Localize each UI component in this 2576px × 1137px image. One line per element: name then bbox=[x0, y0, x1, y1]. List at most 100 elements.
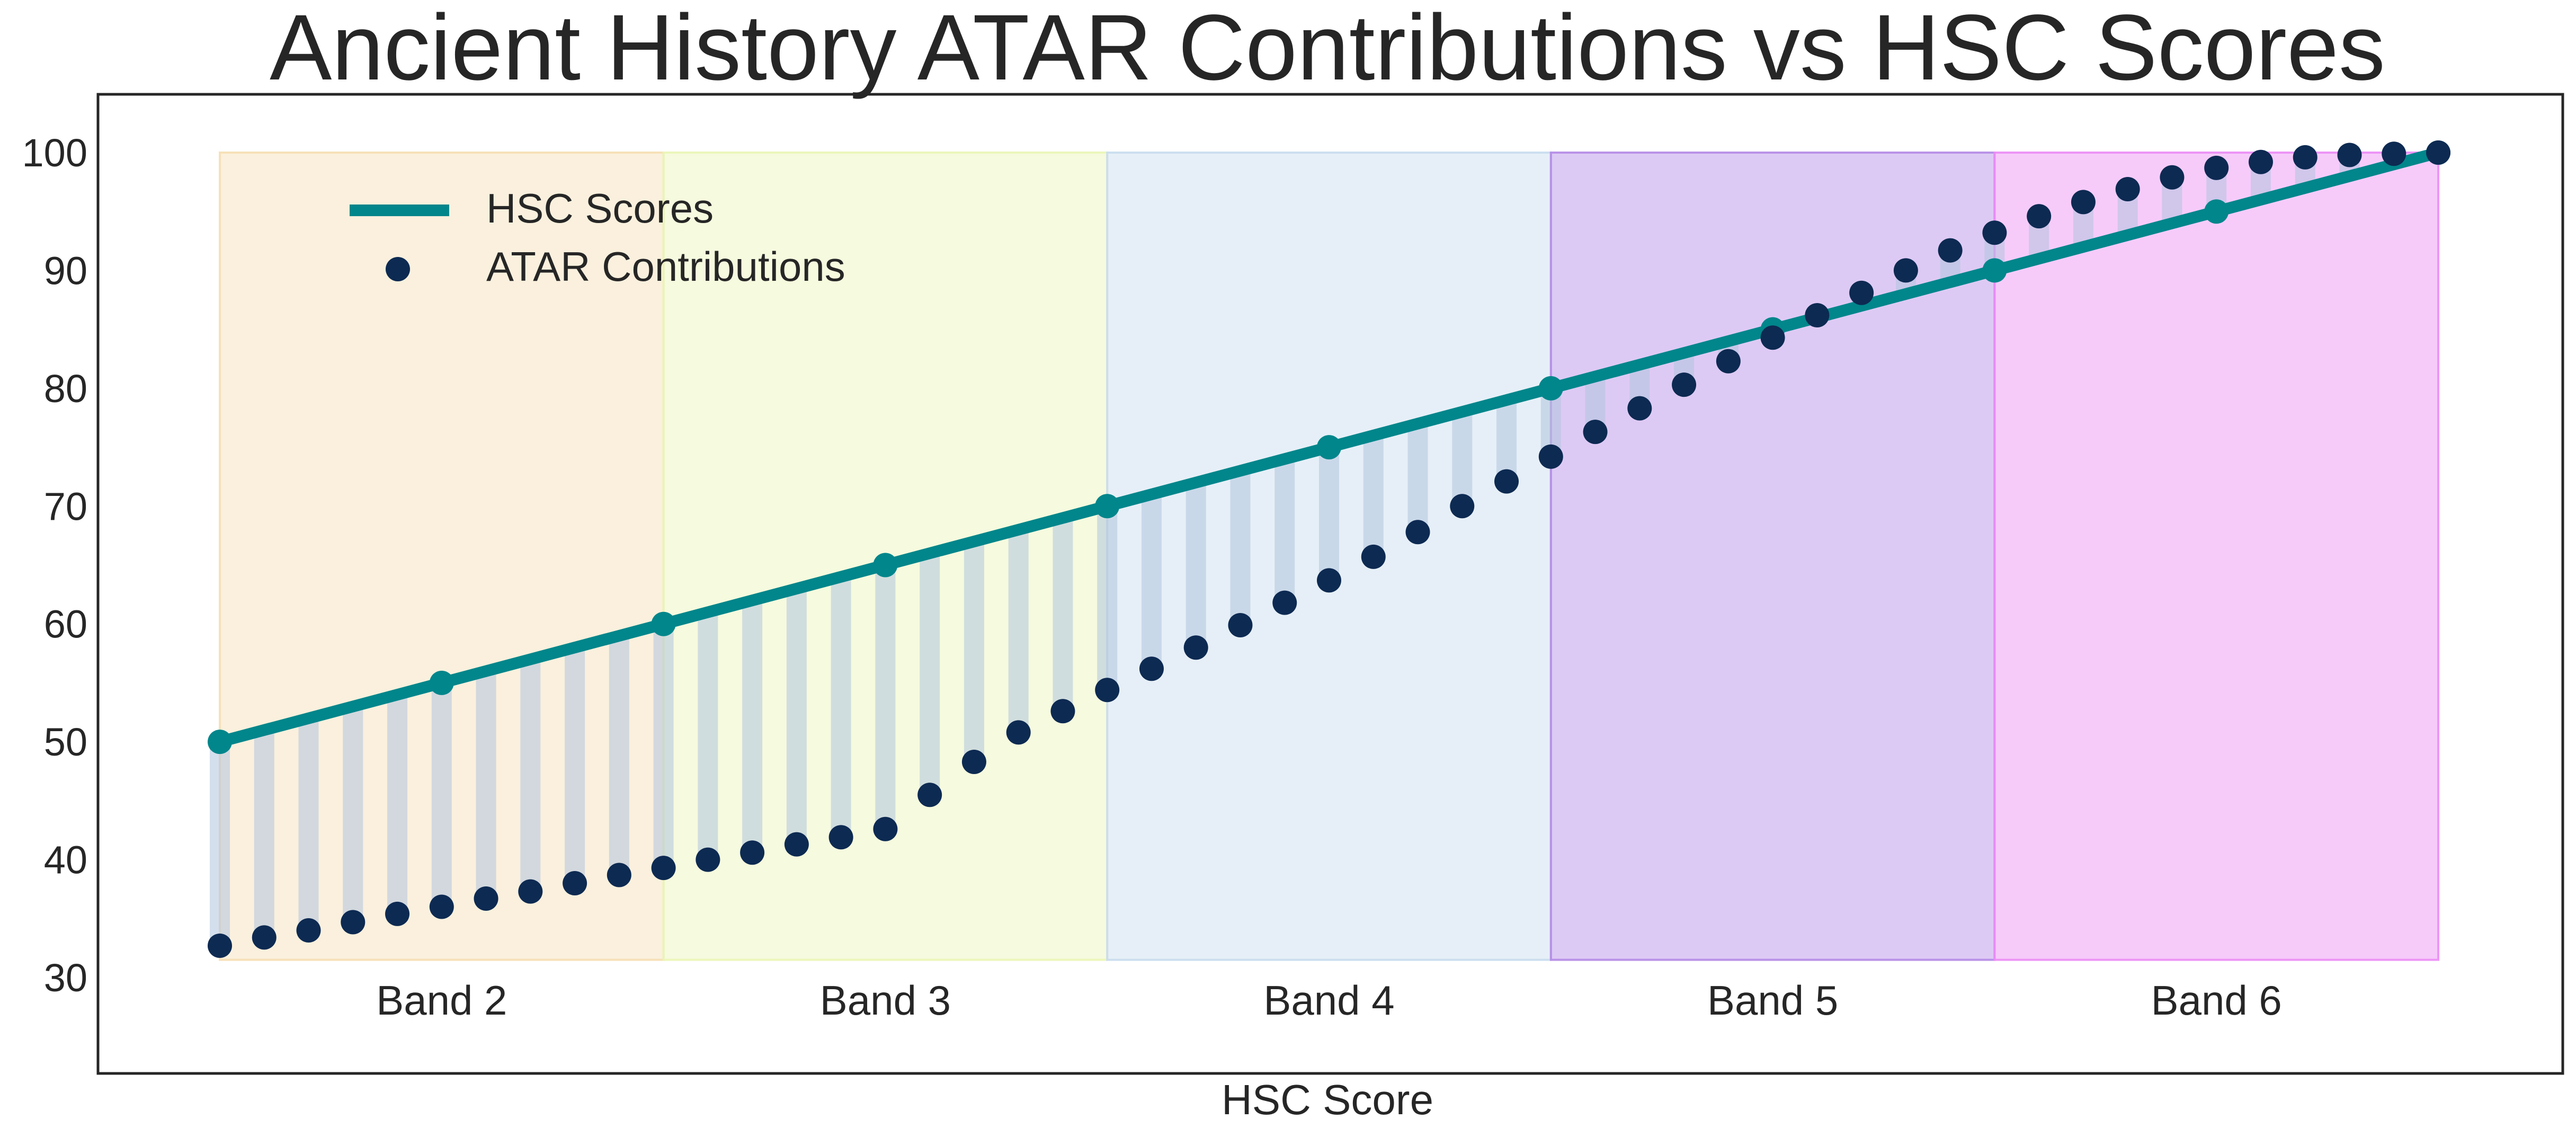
gap-connector bbox=[875, 565, 896, 829]
atar-contribution-point bbox=[1183, 635, 1208, 660]
atar-contribution-point bbox=[518, 879, 543, 904]
atar-contribution-point bbox=[1982, 220, 2007, 245]
atar-contribution-point bbox=[1450, 494, 1475, 519]
legend-label-hsc-scores: HSC Scores bbox=[486, 185, 714, 232]
band-label: Band 3 bbox=[820, 977, 951, 1024]
atar-contribution-point bbox=[1228, 612, 1253, 637]
plot-frame bbox=[96, 93, 2564, 1075]
atar-contribution-point bbox=[1538, 444, 1563, 469]
legend: HSC Scores ATAR Contributions bbox=[350, 185, 845, 290]
atar-contribution-point bbox=[828, 825, 853, 850]
atar-contribution-point bbox=[341, 910, 366, 935]
hsc-score-marker bbox=[1317, 435, 1341, 460]
atar-contribution-point bbox=[385, 901, 410, 926]
atar-contribution-point bbox=[1006, 720, 1031, 745]
gap-connector bbox=[786, 588, 807, 845]
atar-contribution-point bbox=[296, 918, 321, 943]
atar-contribution-point bbox=[1095, 678, 1120, 703]
atar-contribution-point bbox=[696, 847, 720, 872]
atar-contribution-point bbox=[2293, 145, 2317, 170]
hsc-score-marker bbox=[1982, 258, 2007, 283]
gap-connector bbox=[1274, 459, 1295, 603]
gap-connector bbox=[1452, 412, 1473, 507]
atar-contribution-point bbox=[252, 925, 277, 950]
y-tick-label: 90 bbox=[44, 248, 87, 292]
atar-contribution-point bbox=[1272, 590, 1297, 615]
plot-area: Band 2 Band 3 Band 4 Band 5 Band 6 bbox=[208, 140, 2450, 1024]
atar-contribution-point bbox=[917, 783, 942, 807]
legend-marker-swatch bbox=[386, 257, 410, 281]
atar-contribution-point bbox=[1760, 325, 1785, 350]
gap-connector bbox=[476, 671, 496, 899]
atar-contribution-point bbox=[2027, 204, 2052, 229]
gap-connector bbox=[653, 624, 674, 868]
atar-contribution-point bbox=[1849, 280, 1874, 305]
atar-contribution-point bbox=[1893, 258, 1918, 283]
x-axis-label: HSC Score bbox=[1222, 1076, 1433, 1123]
band-label: Band 4 bbox=[1263, 977, 1394, 1024]
gap-connector bbox=[1319, 447, 1339, 581]
gap-connector bbox=[964, 541, 984, 762]
atar-contribution-point bbox=[1361, 544, 1386, 569]
gap-connector bbox=[920, 553, 940, 795]
band-label: Band 5 bbox=[1707, 977, 1838, 1024]
atar-contribution-point bbox=[784, 832, 809, 857]
hsc-score-marker bbox=[429, 670, 454, 695]
gap-connector bbox=[210, 742, 230, 946]
gap-connector bbox=[698, 612, 718, 860]
atar-contribution-point bbox=[1405, 520, 1430, 545]
atar-contribution-point bbox=[1050, 699, 1075, 724]
atar-contribution-point bbox=[740, 840, 765, 865]
gap-connector bbox=[298, 718, 319, 931]
atar-contribution-point bbox=[2248, 149, 2273, 174]
atar-contribution-point bbox=[1716, 349, 1741, 374]
gap-connector bbox=[1186, 482, 1206, 648]
gap-connector bbox=[1230, 470, 1251, 625]
atar-contribution-point bbox=[1627, 396, 1652, 421]
gap-connector bbox=[609, 635, 629, 875]
y-tick-label: 60 bbox=[44, 602, 87, 646]
band-region-5 bbox=[1549, 152, 1996, 961]
gap-connector bbox=[1097, 506, 1118, 690]
gap-connector bbox=[254, 730, 274, 938]
gap-connector bbox=[1407, 423, 1428, 532]
hsc-score-marker bbox=[208, 730, 232, 754]
atar-contribution-point bbox=[1938, 238, 1963, 263]
atar-contribution-point bbox=[2204, 155, 2229, 180]
y-tick-label: 50 bbox=[44, 720, 87, 764]
atar-contribution-point bbox=[2071, 190, 2096, 215]
atar-contribution-point bbox=[563, 871, 587, 896]
atar-contribution-point bbox=[2337, 143, 2362, 167]
hsc-score-marker bbox=[1538, 376, 1563, 401]
atar-contribution-point bbox=[1805, 303, 1830, 327]
atar-contribution-point bbox=[1672, 372, 1697, 397]
y-axis-ticks: 30 40 50 60 70 80 90 100 bbox=[22, 131, 87, 1000]
gap-connector bbox=[742, 600, 763, 853]
gap-connector bbox=[387, 695, 408, 914]
y-tick-label: 70 bbox=[44, 484, 87, 528]
gap-connector bbox=[1363, 435, 1384, 557]
atar-contribution-point bbox=[2426, 140, 2450, 165]
atar-contribution-point bbox=[873, 816, 898, 841]
atar-contribution-point bbox=[607, 863, 631, 887]
atar-contribution-point bbox=[1494, 469, 1519, 494]
atar-contribution-point bbox=[1583, 420, 1608, 445]
y-tick-label: 40 bbox=[44, 838, 87, 882]
hsc-score-marker bbox=[1095, 494, 1120, 519]
y-tick-label: 30 bbox=[44, 956, 87, 1000]
gap-connector bbox=[1008, 529, 1029, 733]
hsc-score-marker bbox=[2204, 199, 2229, 224]
gap-connector bbox=[343, 706, 363, 922]
band-label: Band 2 bbox=[376, 977, 507, 1024]
atar-contribution-point bbox=[2382, 141, 2406, 166]
atar-contribution-point bbox=[2160, 165, 2185, 190]
y-tick-label: 100 bbox=[22, 131, 87, 175]
band-label: Band 6 bbox=[2151, 977, 2282, 1024]
gap-connector bbox=[520, 659, 541, 892]
gap-connector bbox=[831, 576, 851, 838]
gap-connector bbox=[431, 682, 452, 907]
atar-contribution-point bbox=[1317, 568, 1341, 593]
hsc-score-marker bbox=[873, 553, 898, 578]
atar-contribution-point bbox=[2115, 176, 2140, 201]
